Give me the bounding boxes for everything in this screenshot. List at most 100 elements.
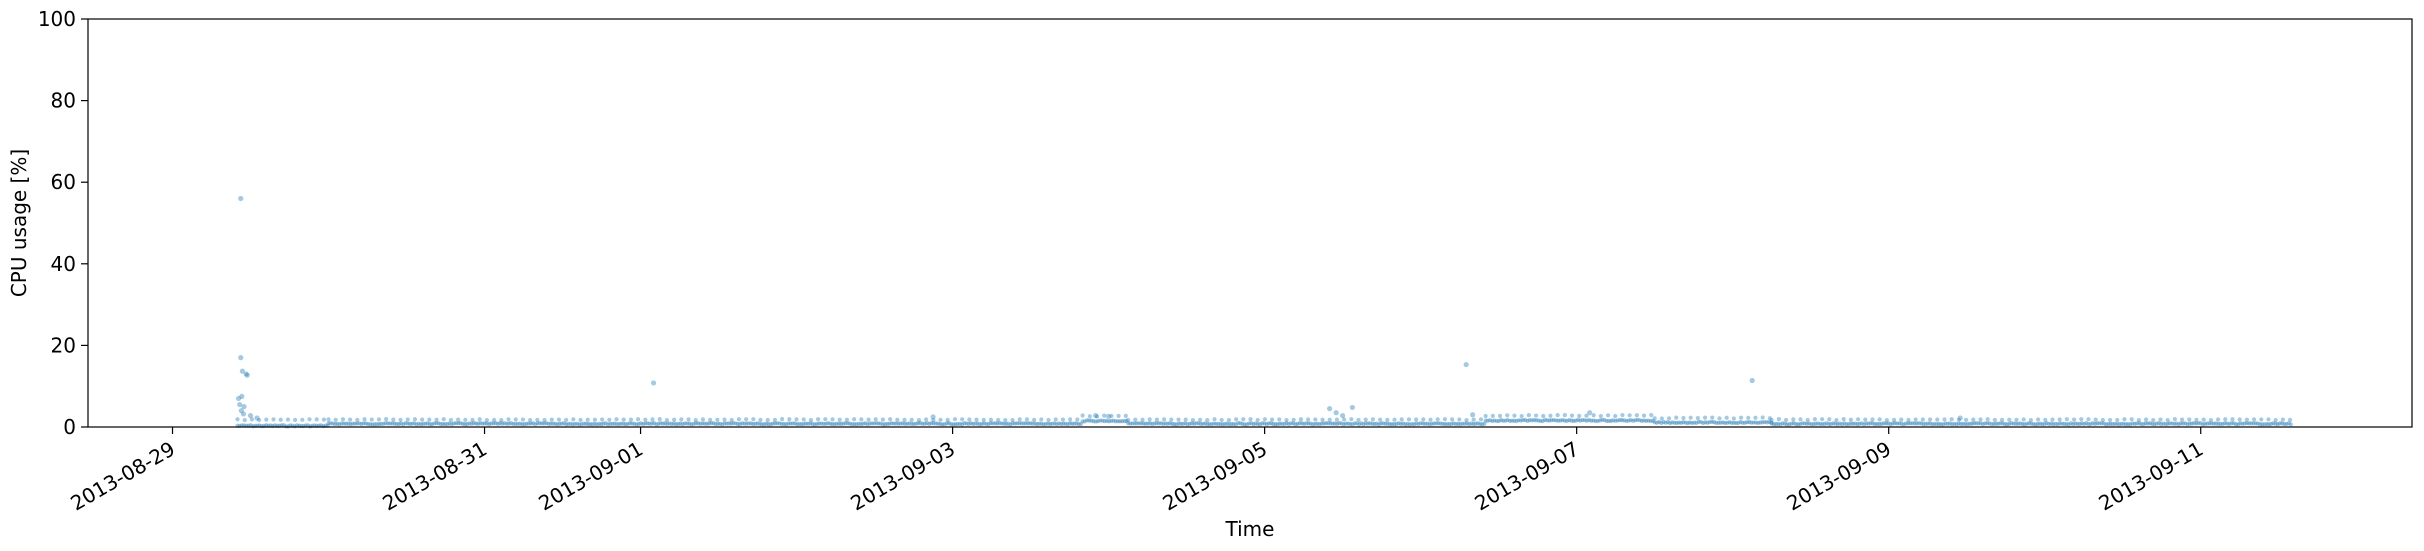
data-point [1927, 417, 1933, 422]
data-point [465, 422, 470, 427]
data-point [1492, 418, 1497, 423]
data-point [816, 417, 821, 422]
data-point [1229, 421, 1234, 427]
data-point [328, 421, 333, 426]
data-point [687, 421, 692, 426]
data-point [676, 421, 681, 426]
data-point [1070, 421, 1075, 426]
data-point [592, 421, 597, 426]
data-point [355, 421, 360, 426]
data-point [1540, 418, 1545, 424]
data-point [1957, 415, 1963, 421]
data-point [929, 421, 934, 426]
data-point [1769, 421, 1774, 426]
data-point [1053, 417, 1058, 422]
data-point [1547, 418, 1552, 423]
data-point [1564, 418, 1570, 424]
data-point [1545, 418, 1550, 423]
data-point [889, 421, 894, 426]
data-point [1453, 422, 1459, 427]
data-point [1001, 421, 1007, 426]
data-point [1421, 417, 1426, 422]
data-point [1649, 412, 1654, 418]
data-point [1888, 422, 1893, 427]
data-point [2191, 421, 2197, 426]
data-point [1556, 418, 1561, 423]
data-point [1061, 421, 1066, 426]
data-point [2150, 421, 2155, 426]
data-point [2268, 421, 2274, 427]
data-point [1806, 421, 1812, 426]
data-point [2143, 421, 2148, 426]
data-point [1456, 421, 1461, 426]
data-point [1689, 420, 1695, 426]
data-point [539, 421, 545, 426]
data-point [794, 417, 799, 422]
data-point [1958, 421, 1963, 427]
data-point [1875, 421, 1880, 426]
x-tick-label: 2013-09-11 [2095, 437, 2208, 516]
data-point [643, 417, 648, 422]
data-point [1947, 421, 1952, 426]
data-point [2275, 422, 2280, 427]
data-point [762, 422, 767, 427]
data-point [962, 421, 967, 426]
data-point [1429, 421, 1434, 426]
data-point [1286, 421, 1291, 427]
data-point [1828, 421, 1834, 427]
data-point [2099, 421, 2104, 426]
data-point [1976, 421, 1981, 426]
data-point [2014, 417, 2019, 422]
data-point [1385, 421, 1390, 426]
data-point [1026, 421, 1031, 426]
data-point [1817, 421, 1823, 427]
data-point [2095, 421, 2100, 426]
data-point [2165, 421, 2170, 426]
data-point [672, 417, 677, 422]
data-point [799, 421, 804, 427]
data-point [1791, 417, 1796, 422]
data-point [605, 422, 611, 427]
data-point [1538, 418, 1543, 424]
data-point [1870, 421, 1875, 426]
data-point [758, 417, 763, 422]
data-point [1747, 419, 1752, 425]
data-point [819, 421, 824, 426]
data-point [2194, 421, 2199, 426]
data-point [1209, 422, 1214, 427]
data-point [837, 417, 842, 422]
data-point [2220, 421, 2225, 427]
data-point [2233, 422, 2238, 427]
data-point [1906, 417, 1911, 422]
data-point [1501, 418, 1506, 423]
data-point [1894, 421, 1900, 426]
data-point [2064, 417, 2069, 422]
data-point [2273, 421, 2278, 426]
data-point [753, 421, 758, 426]
data-point [2227, 421, 2232, 427]
data-point [949, 422, 954, 427]
data-point [1460, 421, 1465, 426]
data-point [2053, 421, 2058, 426]
data-point [489, 421, 494, 426]
data-point [1010, 421, 1015, 426]
data-point [2207, 421, 2212, 426]
data-point [1436, 421, 1441, 426]
data-point [708, 417, 713, 422]
data-point [564, 417, 569, 423]
data-point [1687, 420, 1692, 425]
data-point [388, 421, 393, 426]
data-point [863, 421, 868, 426]
data-point [1980, 422, 1985, 427]
data-point [1760, 420, 1765, 425]
data-point [355, 417, 360, 423]
data-point [1174, 422, 1179, 427]
data-point [467, 421, 472, 426]
data-point [1420, 421, 1426, 426]
data-point [1143, 421, 1148, 426]
data-point [810, 421, 815, 427]
data-point [1050, 421, 1055, 426]
data-point [867, 421, 872, 426]
data-point [2064, 421, 2069, 427]
data-point [1392, 417, 1397, 422]
